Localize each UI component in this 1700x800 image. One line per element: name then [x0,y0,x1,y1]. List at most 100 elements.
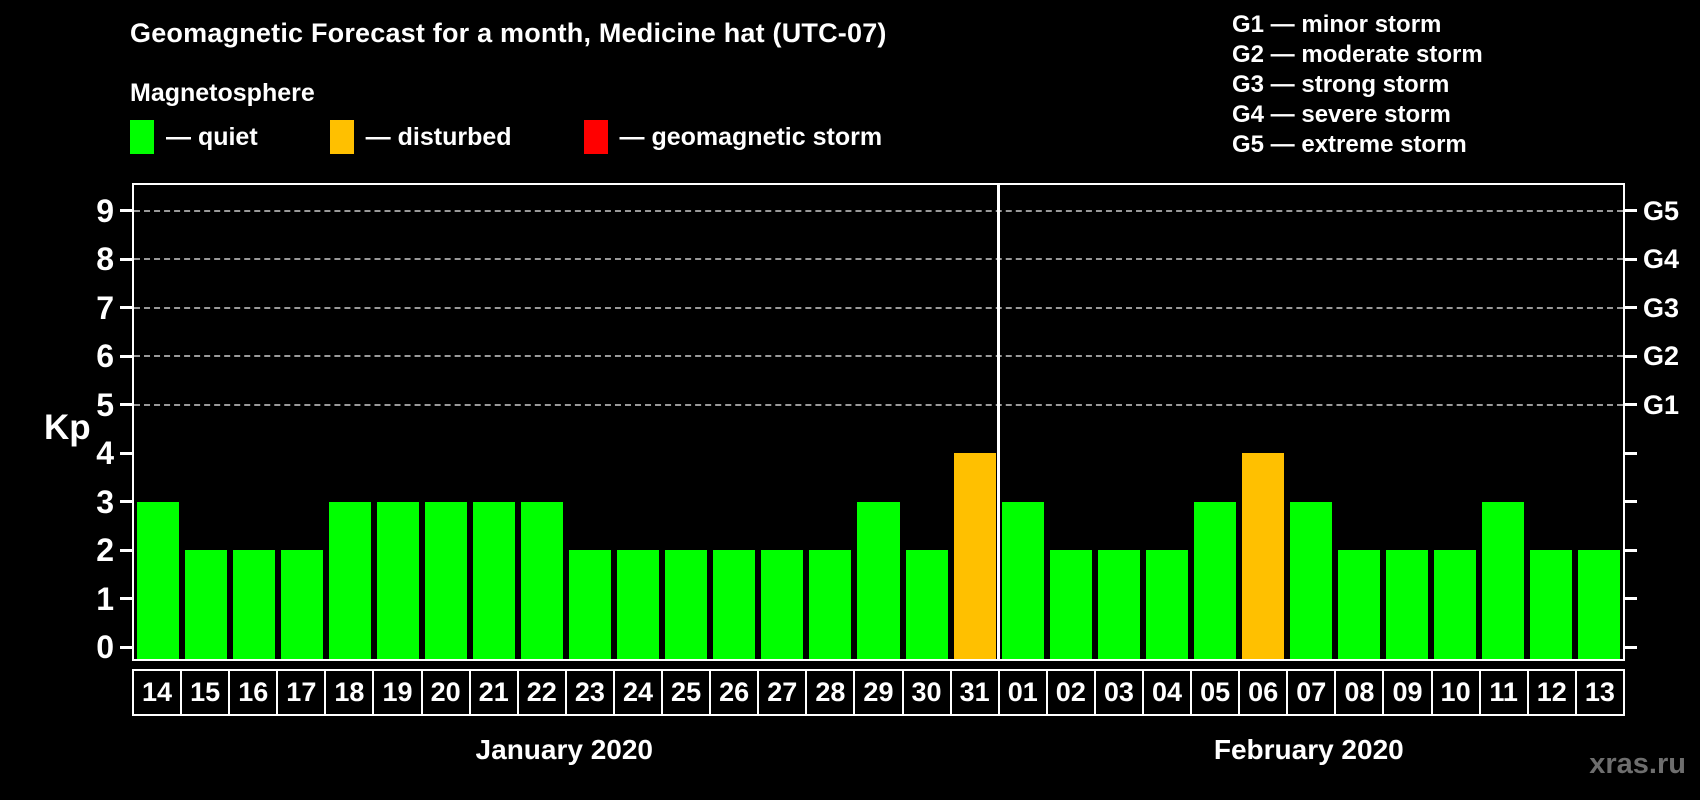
y-tick-left-9 [120,209,132,212]
legend-label: — disturbed [365,122,512,151]
date-cell: 11 [1478,669,1529,716]
legend-label: — geomagnetic storm [619,122,883,151]
legend-item-storm: — geomagnetic storm [583,120,883,154]
grid-line-kp8 [134,258,1623,260]
g-scale-label-g5: G5 [1643,195,1680,226]
magnetosphere-legend: — quiet — disturbed — geomagnetic storm [130,118,882,156]
y-tick-right-3 [1625,500,1637,503]
grid-line-kp5 [134,403,1623,406]
y-tick-label-3: 3 [96,483,114,520]
storm-scale-line: G2 — moderate storm [1232,41,1483,68]
kp-bar-january-25 [665,550,708,659]
y-tick-right-1 [1625,597,1637,600]
kp-bar-january-23 [569,550,612,659]
y-tick-left-4 [120,451,132,455]
legend-swatch-disturbed [329,120,354,154]
date-cell: 01 [997,669,1048,716]
kp-bar-february-01 [1001,501,1044,659]
kp-bar-february-09 [1385,550,1428,659]
g-scale-label-g2: G2 [1643,341,1680,371]
y-tick-label-4: 4 [96,435,114,471]
kp-bar-january-29 [857,501,900,659]
date-cell: 08 [1334,669,1385,716]
date-cell: 20 [420,669,471,716]
y-tick-right-2 [1625,548,1637,552]
date-cell: 09 [1382,669,1433,716]
date-cell: 22 [516,669,567,716]
y-tick-right-0 [1625,645,1637,649]
month-divider-line [997,185,1001,659]
kp-bar-february-06 [1241,453,1284,659]
storm-scale-line: G4 — severe storm [1232,101,1451,128]
plot-area [132,183,1625,661]
y-tick-label-6: 6 [96,338,114,374]
y-tick-label-5: 5 [96,386,114,423]
kp-bar-january-17 [281,550,324,659]
y-tick-left-0 [120,645,132,649]
grid-line-kp6 [134,355,1623,357]
x-axis-dates: 14 15 16 17 18 19 20 21 22 23 24 25 26 27 28 29 30 31 01 02… [132,669,1625,716]
date-cell: 12 [1526,669,1577,716]
date-cell: 21 [468,669,519,716]
storm-scale-legend: G1 — minor storm G2 — moderate storm G3 — … [1232,10,1483,160]
kp-bar-january-27 [761,550,804,659]
date-cell: 26 [709,669,760,716]
y-tick-right-5 [1625,403,1637,406]
kp-bar-january-30 [905,550,948,659]
month-label-february: February 2020 [1213,734,1404,765]
date-cell: 31 [949,669,1000,716]
date-cell: 19 [372,669,423,716]
kp-bar-january-28 [809,550,852,659]
month-label-january: January 2020 [475,734,654,765]
date-cell: 14 [132,669,183,716]
y-axis-title: Kp [44,408,91,447]
kp-bar-january-21 [473,501,516,659]
kp-bar-february-07 [1289,501,1332,659]
kp-bar-january-31 [953,453,996,659]
kp-bar-january-20 [425,501,468,659]
kp-bar-february-03 [1097,550,1140,659]
date-cell: 15 [180,669,231,716]
date-cell: 02 [1045,669,1096,716]
kp-bar-february-08 [1337,550,1380,659]
kp-bar-january-19 [377,501,420,659]
y-tick-label-7: 7 [96,289,114,326]
y-tick-right-8 [1625,257,1637,261]
date-cell: 28 [805,669,856,716]
kp-bar-february-05 [1193,501,1236,659]
date-cell: 18 [324,669,375,716]
date-cell: 24 [612,669,664,716]
date-cell: 07 [1286,669,1337,716]
date-cell: 06 [1238,669,1289,716]
legend-swatch-quiet [130,120,154,154]
storm-scale-line: G3 — strong storm [1232,71,1450,98]
date-cell: 13 [1574,669,1625,716]
legend-swatch-storm [583,120,608,154]
g-scale-label-g3: G3 [1643,292,1680,323]
date-cell: 30 [901,669,952,716]
kp-bar-february-11 [1481,501,1524,659]
y-tick-right-7 [1625,306,1637,309]
y-tick-left-3 [120,500,132,503]
magnetosphere-label: Magnetosphere [130,79,315,107]
date-cell: 05 [1190,669,1241,716]
kp-bar-january-14 [137,501,180,659]
grid-line-kp7 [134,306,1623,309]
y-tick-left-7 [120,306,132,309]
kp-bar-january-18 [329,501,372,659]
kp-bar-january-15 [185,550,228,659]
y-tick-label-2: 2 [96,532,114,568]
date-cell: 29 [853,669,904,716]
kp-bar-january-22 [521,501,564,659]
storm-scale-line: G5 — extreme storm [1232,131,1467,158]
grid-line-kp9 [134,209,1623,212]
legend-item-quiet: — quiet [130,120,258,154]
date-cell: 03 [1093,669,1144,716]
kp-bar-february-12 [1529,550,1572,659]
date-cell: 23 [564,669,615,716]
kp-bar-february-10 [1433,550,1476,659]
watermark: xras.ru [1589,748,1686,780]
y-tick-right-6 [1625,354,1637,358]
y-tick-left-6 [120,354,132,358]
